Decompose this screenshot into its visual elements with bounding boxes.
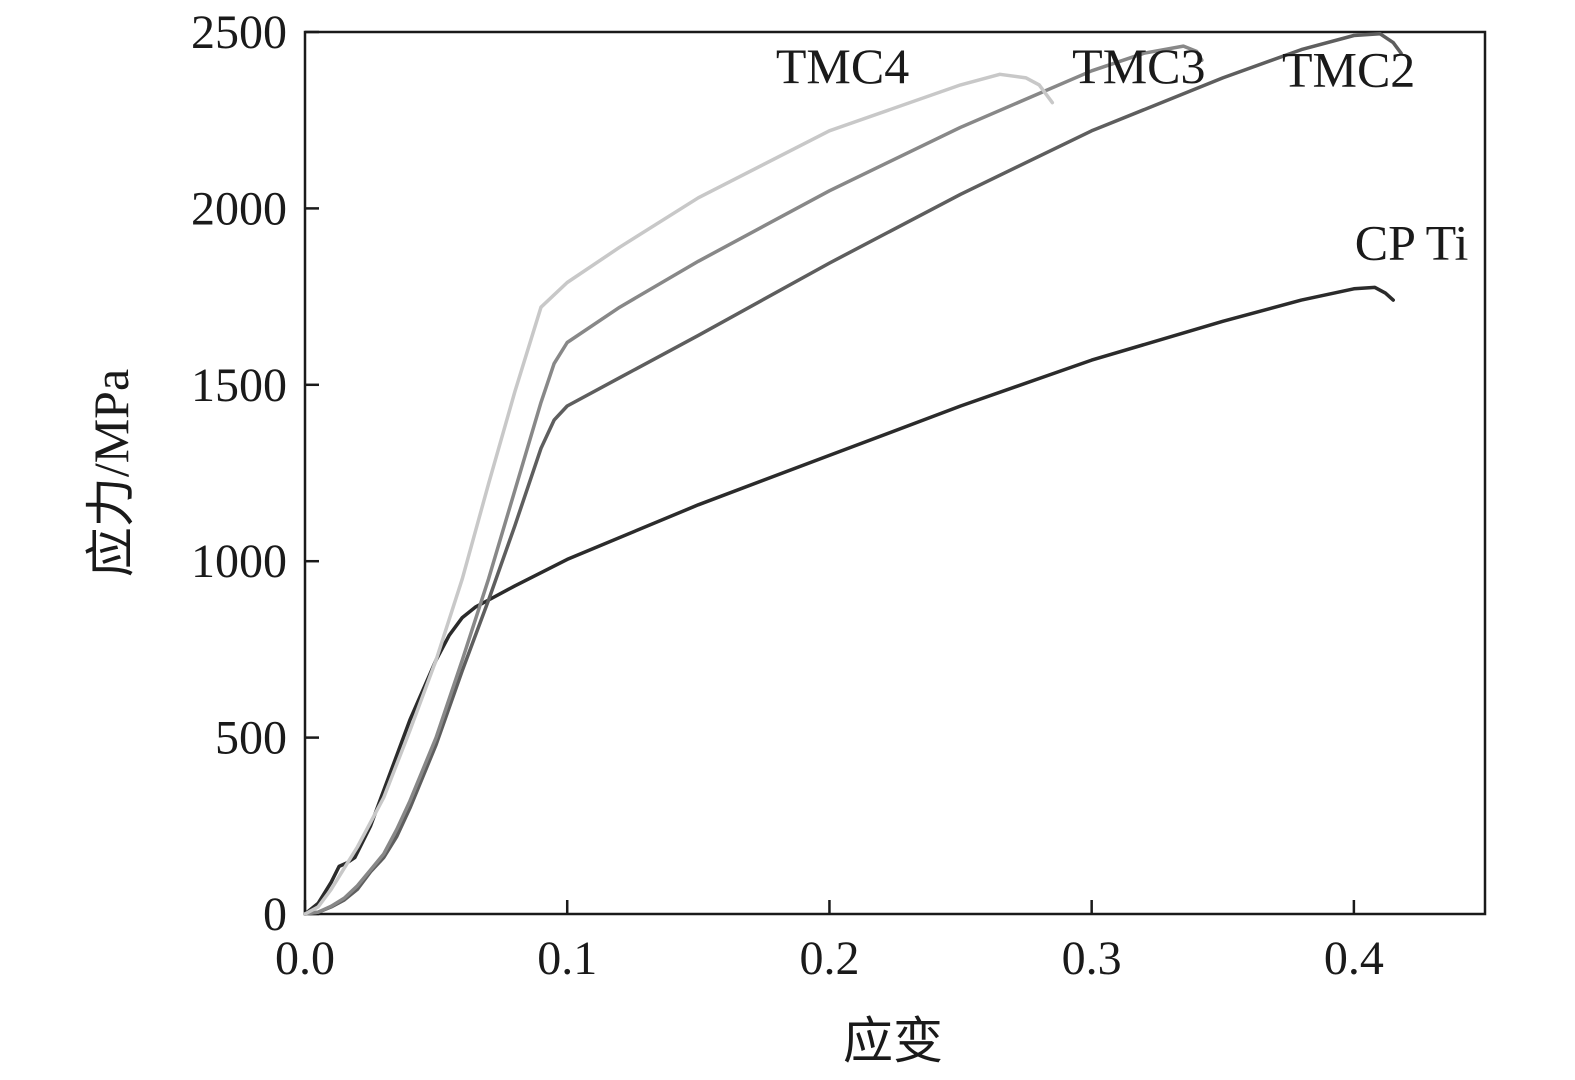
- series-labels: TMC4 TMC3 TMC2 CP Ti: [776, 38, 1468, 270]
- y-tick-label: 1500: [191, 359, 287, 412]
- x-tick-label: 0.3: [1062, 932, 1122, 985]
- series-line-tmc4: [303, 72, 1055, 916]
- axis-ticks: [303, 30, 1356, 916]
- x-axis-label: 应变: [843, 1013, 943, 1069]
- y-tick-label: 2000: [191, 182, 287, 235]
- axis-tick-labels: 0.0 0.1 0.2 0.3 0.4 0 500 1000 1500 2000 2500: [191, 6, 1384, 985]
- series-line-tmc2: [303, 32, 1403, 916]
- y-tick-label: 2500: [191, 6, 287, 59]
- y-tick-label: 0: [263, 888, 287, 941]
- series-label: TMC4: [776, 38, 909, 94]
- series-label: TMC3: [1072, 38, 1205, 94]
- y-tick-label: 500: [215, 712, 287, 765]
- series-lines: [303, 32, 1403, 916]
- x-tick-label: 0.0: [275, 932, 335, 985]
- y-axis-label: 应力/MPa: [83, 369, 139, 577]
- series-line-cp-ti: [303, 285, 1395, 916]
- series-line-tmc3: [303, 44, 1204, 916]
- series-label: CP Ti: [1355, 215, 1469, 271]
- x-tick-label: 0.1: [537, 932, 597, 985]
- plot-area-frame: [303, 30, 1487, 916]
- y-tick-label: 1000: [191, 535, 287, 588]
- x-tick-label: 0.4: [1324, 932, 1384, 985]
- x-tick-label: 0.2: [799, 932, 859, 985]
- series-label: TMC2: [1282, 42, 1415, 98]
